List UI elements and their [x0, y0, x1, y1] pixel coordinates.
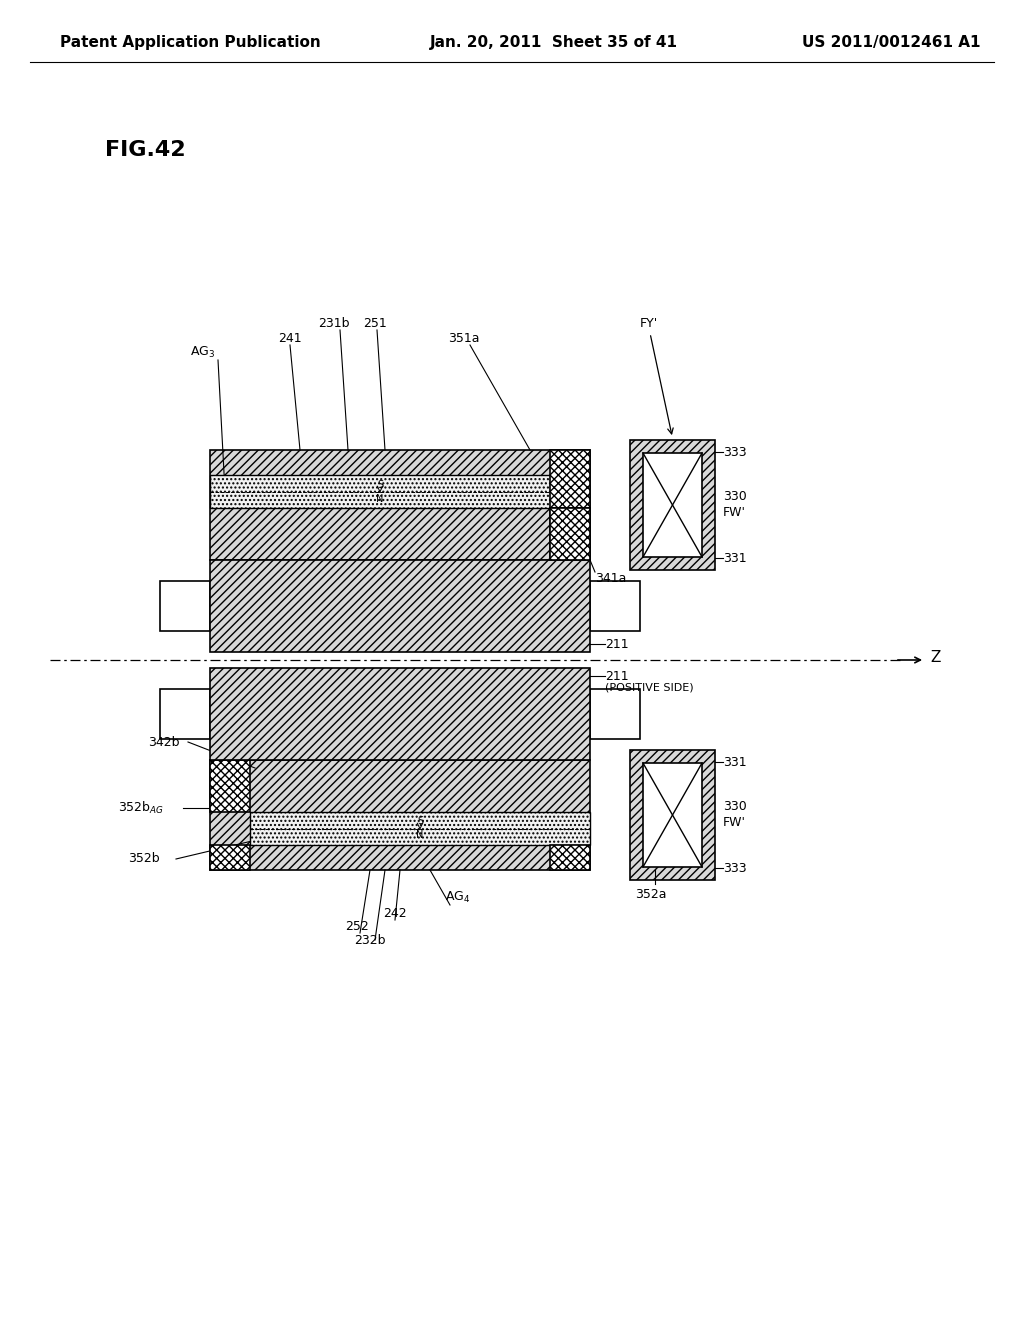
Text: FW': FW': [723, 507, 746, 520]
Text: 211: 211: [605, 638, 629, 651]
Text: 330: 330: [723, 491, 746, 503]
Text: 352b: 352b: [128, 853, 160, 866]
Text: 342b: 342b: [148, 735, 179, 748]
Text: 211: 211: [605, 669, 629, 682]
Text: Patent Application Publication: Patent Application Publication: [60, 34, 321, 49]
Text: (POSITIVE SIDE): (POSITIVE SIDE): [605, 682, 693, 693]
Text: AG$_4$: AG$_4$: [445, 890, 470, 906]
Bar: [210, 760, 590, 870]
Text: 333: 333: [723, 862, 746, 874]
Text: 341a: 341a: [595, 572, 627, 585]
Bar: [643, 763, 702, 867]
Text: 241: 241: [278, 333, 302, 345]
Text: 252: 252: [345, 920, 369, 933]
Text: N: N: [376, 494, 384, 503]
Bar: [590, 581, 640, 631]
Text: 231b: 231b: [318, 317, 349, 330]
Text: 352a: 352a: [635, 888, 667, 902]
Bar: [630, 750, 715, 880]
Text: 351a: 351a: [449, 333, 479, 345]
Text: S: S: [377, 479, 383, 490]
Bar: [210, 845, 250, 870]
Bar: [550, 450, 590, 508]
Bar: [210, 668, 590, 760]
Bar: [210, 560, 590, 652]
Bar: [643, 453, 702, 557]
Text: Jan. 20, 2011  Sheet 35 of 41: Jan. 20, 2011 Sheet 35 of 41: [430, 34, 678, 49]
Bar: [590, 689, 640, 739]
Bar: [210, 450, 590, 560]
Text: 331: 331: [723, 755, 746, 768]
Bar: [210, 475, 550, 508]
Bar: [160, 581, 210, 631]
Text: FY': FY': [640, 317, 658, 330]
Text: Z: Z: [930, 651, 940, 665]
Text: 232b: 232b: [354, 935, 386, 946]
Text: N: N: [417, 830, 424, 841]
Text: 251: 251: [362, 317, 387, 330]
Bar: [630, 440, 715, 570]
Bar: [550, 508, 590, 560]
Bar: [550, 845, 590, 870]
Text: 331: 331: [723, 552, 746, 565]
Bar: [550, 508, 590, 560]
Text: US 2011/0012461 A1: US 2011/0012461 A1: [802, 34, 980, 49]
Bar: [250, 812, 590, 845]
Text: 242: 242: [383, 907, 407, 920]
Text: FIG.42: FIG.42: [105, 140, 185, 160]
Text: 352b$_{AG}$: 352b$_{AG}$: [118, 800, 164, 816]
Text: S: S: [417, 817, 423, 826]
Text: 330: 330: [723, 800, 746, 813]
Bar: [160, 689, 210, 739]
Text: FW': FW': [723, 817, 746, 829]
Text: AG$_3$: AG$_3$: [190, 345, 215, 360]
Text: 333: 333: [723, 446, 746, 458]
Bar: [210, 760, 250, 812]
